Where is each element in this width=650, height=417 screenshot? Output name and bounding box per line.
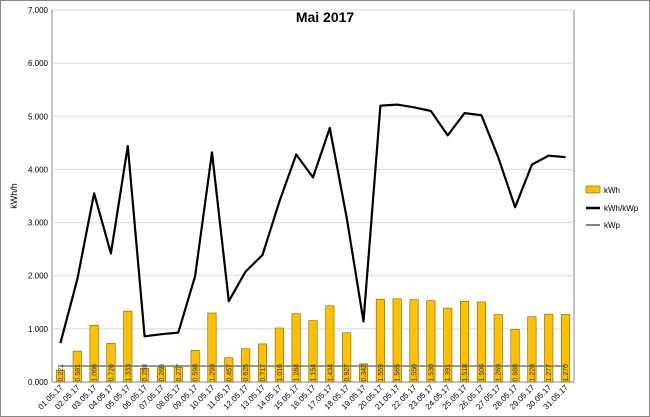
- bar-value-label: 1.391: [445, 364, 452, 382]
- bar: [409, 299, 419, 383]
- y-axis-ticks: 0.000 1.000 2.000 3.000 4.000 5.000 6.000 7.000: [28, 6, 49, 387]
- bar-value-label: 0.598: [193, 364, 200, 382]
- bar: [527, 316, 537, 383]
- bar-value-label: 0.717: [260, 364, 267, 382]
- bar-value-label: 1.269: [496, 364, 503, 382]
- bar-value-label: 0.927: [344, 364, 351, 382]
- lines-layer: [59, 103, 566, 367]
- legend-label-kwh-per-kwp: kWh/kWp: [604, 204, 639, 213]
- y-tick-label: 6.000: [28, 59, 49, 68]
- y-tick-label: 7.000: [28, 6, 49, 15]
- bar-value-label: 1.154: [311, 364, 318, 382]
- bar: [392, 298, 402, 383]
- bar: [375, 298, 385, 383]
- plot-area: [51, 9, 575, 383]
- bar-value-label: 0.277: [176, 364, 183, 382]
- chart-title: Mai 2017: [296, 9, 355, 25]
- bar: [510, 329, 520, 383]
- bar: [123, 310, 133, 383]
- legend-swatch-kwh: [585, 185, 601, 194]
- bar: [140, 367, 150, 383]
- bar-value-label: 1.333: [125, 364, 132, 382]
- bar: [426, 300, 436, 383]
- bar: [325, 305, 335, 383]
- bar-value-label: 0.269: [159, 364, 166, 382]
- bar-value-label: 1.270: [563, 364, 570, 382]
- bar-value-label: 0.988: [513, 364, 520, 382]
- series-line-kwh-per-kwp: [59, 103, 566, 344]
- bar-value-label: 1.066: [92, 364, 99, 382]
- y-axis-title: kWh/h: [9, 183, 19, 209]
- bar: [308, 320, 318, 383]
- legend: kWh kWh/kWp kWp: [585, 185, 639, 230]
- bar: [342, 332, 352, 383]
- legend-label-kwp: kWp: [604, 221, 621, 230]
- bar-labels-layer: 0.221 0.581 1.066 0.726 1.333 0.258 0.269 0.277…: [58, 364, 570, 382]
- bar-value-label: 1.228: [529, 364, 536, 382]
- bar-value-label: 0.581: [75, 364, 82, 382]
- bar-value-label: 1.565: [395, 364, 402, 382]
- bar-value-label: 1.016: [277, 364, 284, 382]
- bar: [274, 327, 284, 383]
- bar-value-label: 1.550: [412, 364, 419, 382]
- bar-value-label: 1.284: [294, 364, 301, 382]
- bar-value-label: 0.625: [243, 364, 250, 382]
- bar-value-label: 0.342: [361, 364, 368, 382]
- bar-value-label: 1.530: [428, 364, 435, 382]
- y-tick-label: 3.000: [28, 219, 49, 228]
- bar-value-label: 1.506: [479, 364, 486, 382]
- bar-value-label: 1.298: [209, 364, 216, 382]
- bar-value-label: 0.258: [142, 364, 149, 382]
- bar-value-label: 0.726: [108, 364, 115, 382]
- bar: [493, 314, 503, 383]
- bar-value-label: 1.277: [546, 364, 553, 382]
- bar: [173, 366, 183, 383]
- bar-value-label: 0.221: [58, 364, 65, 382]
- bar: [476, 301, 486, 383]
- bar: [359, 363, 369, 383]
- y-tick-label: 4.000: [28, 165, 49, 174]
- y-tick-label: 1.000: [28, 325, 49, 334]
- y-tick-label: 2.000: [28, 272, 49, 281]
- bar-value-label: 1.434: [327, 364, 334, 382]
- bar: [207, 312, 217, 383]
- y-tick-label: 0.000: [28, 378, 49, 387]
- bar: [291, 313, 301, 383]
- bar: [89, 325, 99, 383]
- legend-label-kwh: kWh: [604, 186, 620, 195]
- bar: [156, 367, 166, 383]
- bar: [224, 357, 234, 383]
- bar: [443, 307, 453, 383]
- bar: [55, 369, 65, 383]
- bar-value-label: 1.518: [462, 364, 469, 382]
- bar: [106, 343, 116, 383]
- bar-value-label: 0.457: [226, 364, 233, 382]
- bar: [460, 301, 470, 383]
- bar: [544, 313, 554, 383]
- bar: [257, 343, 267, 383]
- bar-value-label: 1.559: [378, 364, 385, 382]
- bar: [561, 314, 571, 383]
- y-tick-label: 5.000: [28, 112, 49, 121]
